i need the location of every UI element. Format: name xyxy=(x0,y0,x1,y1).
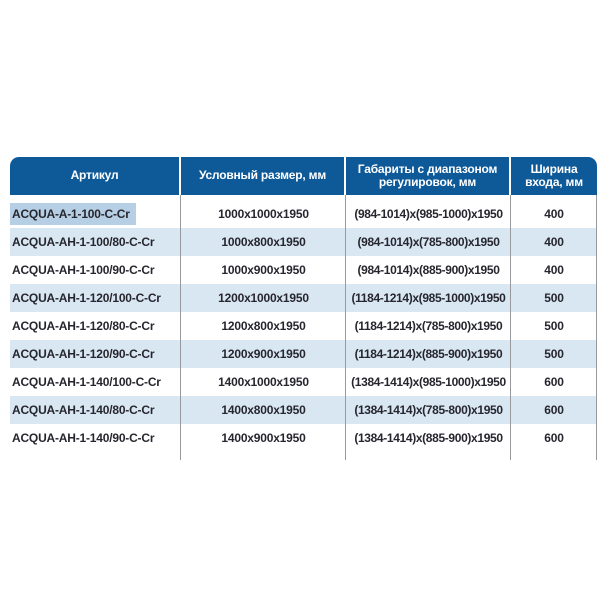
cell-size: 1400x800x1950 xyxy=(221,403,306,417)
cell-range: (1184-1214)x(785-800)x1950 xyxy=(354,319,503,333)
cell-size: 1000x800x1950 xyxy=(221,235,306,249)
cell-entry-width: 600 xyxy=(544,403,564,417)
table-row: ACQUA-AH-1-120/90-C-Cr 1200x900x1950 (11… xyxy=(10,340,597,368)
product-spec-table: Артикул Условный размер, мм Габариты с д… xyxy=(10,157,597,460)
column-divider xyxy=(345,195,346,460)
table-row: ACQUA-AH-1-100/90-C-Cr 1000x900x1950 (98… xyxy=(10,256,597,284)
cell-entry-width: 400 xyxy=(544,207,564,221)
table-row: ACQUA-A-1-100-C-Cr 1000x1000x1950 (984-1… xyxy=(10,200,597,228)
cell-size: 1400x1000x1950 xyxy=(218,375,309,389)
table-row: ACQUA-AH-1-140/90-C-Cr 1400x900x1950 (13… xyxy=(10,424,597,452)
column-header-article: Артикул xyxy=(10,157,181,195)
cell-entry-width: 600 xyxy=(544,375,564,389)
table-row: ACQUA-AH-1-100/80-C-Cr 1000x800x1950 (98… xyxy=(10,228,597,256)
cell-range: (1384-1414)x(785-800)x1950 xyxy=(354,403,503,417)
table-row: ACQUA-AH-1-120/80-C-Cr 1200x800x1950 (11… xyxy=(10,312,597,340)
cell-range: (984-1014)x(885-900)x1950 xyxy=(357,263,500,277)
cell-range: (1384-1414)x(985-1000)x1950 xyxy=(351,375,506,389)
cell-entry-width: 500 xyxy=(544,347,564,361)
column-divider xyxy=(180,195,181,460)
cell-size: 1000x1000x1950 xyxy=(218,207,309,221)
cell-article: ACQUA-AH-1-120/100-C-Cr xyxy=(12,291,161,305)
cell-size: 1000x900x1950 xyxy=(221,263,306,277)
cell-range: (1184-1214)x(885-900)x1950 xyxy=(354,347,503,361)
cell-article: ACQUA-A-1-100-C-Cr xyxy=(10,203,181,225)
table-row: ACQUA-AH-1-140/100-C-Cr 1400x1000x1950 (… xyxy=(10,368,597,396)
cell-range: (1184-1214)x(985-1000)x1950 xyxy=(351,291,506,305)
column-header-entry-width: Ширина входа, мм xyxy=(511,157,597,195)
cell-range: (1384-1414)x(885-900)x1950 xyxy=(354,431,503,445)
column-header-dimensions-range: Габариты с диапазоном регулировок, мм xyxy=(346,157,511,195)
cell-article: ACQUA-AH-1-140/100-C-Cr xyxy=(12,375,161,389)
cell-range: (984-1014)x(785-800)x1950 xyxy=(357,235,500,249)
cell-size: 1200x800x1950 xyxy=(221,319,306,333)
table-row: ACQUA-AH-1-120/100-C-Cr 1200x1000x1950 (… xyxy=(10,284,597,312)
cell-article: ACQUA-AH-1-120/90-C-Cr xyxy=(12,347,155,361)
cell-article: ACQUA-AH-1-100/80-C-Cr xyxy=(12,235,155,249)
selection-highlight: ACQUA-A-1-100-C-Cr xyxy=(10,203,136,225)
cell-size: 1200x900x1950 xyxy=(221,347,306,361)
cell-size: 1400x900x1950 xyxy=(221,431,306,445)
cell-entry-width: 500 xyxy=(544,291,564,305)
cell-article: ACQUA-AH-1-100/90-C-Cr xyxy=(12,263,155,277)
cell-entry-width: 400 xyxy=(544,263,564,277)
table-body: ACQUA-A-1-100-C-Cr 1000x1000x1950 (984-1… xyxy=(10,195,597,460)
cell-size: 1200x1000x1950 xyxy=(218,291,309,305)
column-header-size: Условный размер, мм xyxy=(181,157,346,195)
cell-entry-width: 600 xyxy=(544,431,564,445)
cell-article: ACQUA-AH-1-140/80-C-Cr xyxy=(12,403,155,417)
cell-article: ACQUA-AH-1-140/90-C-Cr xyxy=(12,431,155,445)
cell-range: (984-1014)x(985-1000)x1950 xyxy=(354,207,503,221)
table-row: ACQUA-AH-1-140/80-C-Cr 1400x800x1950 (13… xyxy=(10,396,597,424)
table-right-border xyxy=(596,195,597,460)
cell-article: ACQUA-AH-1-120/80-C-Cr xyxy=(12,319,155,333)
column-divider xyxy=(510,195,511,460)
cell-entry-width: 500 xyxy=(544,319,564,333)
cell-entry-width: 400 xyxy=(544,235,564,249)
table-header-row: Артикул Условный размер, мм Габариты с д… xyxy=(10,157,597,195)
